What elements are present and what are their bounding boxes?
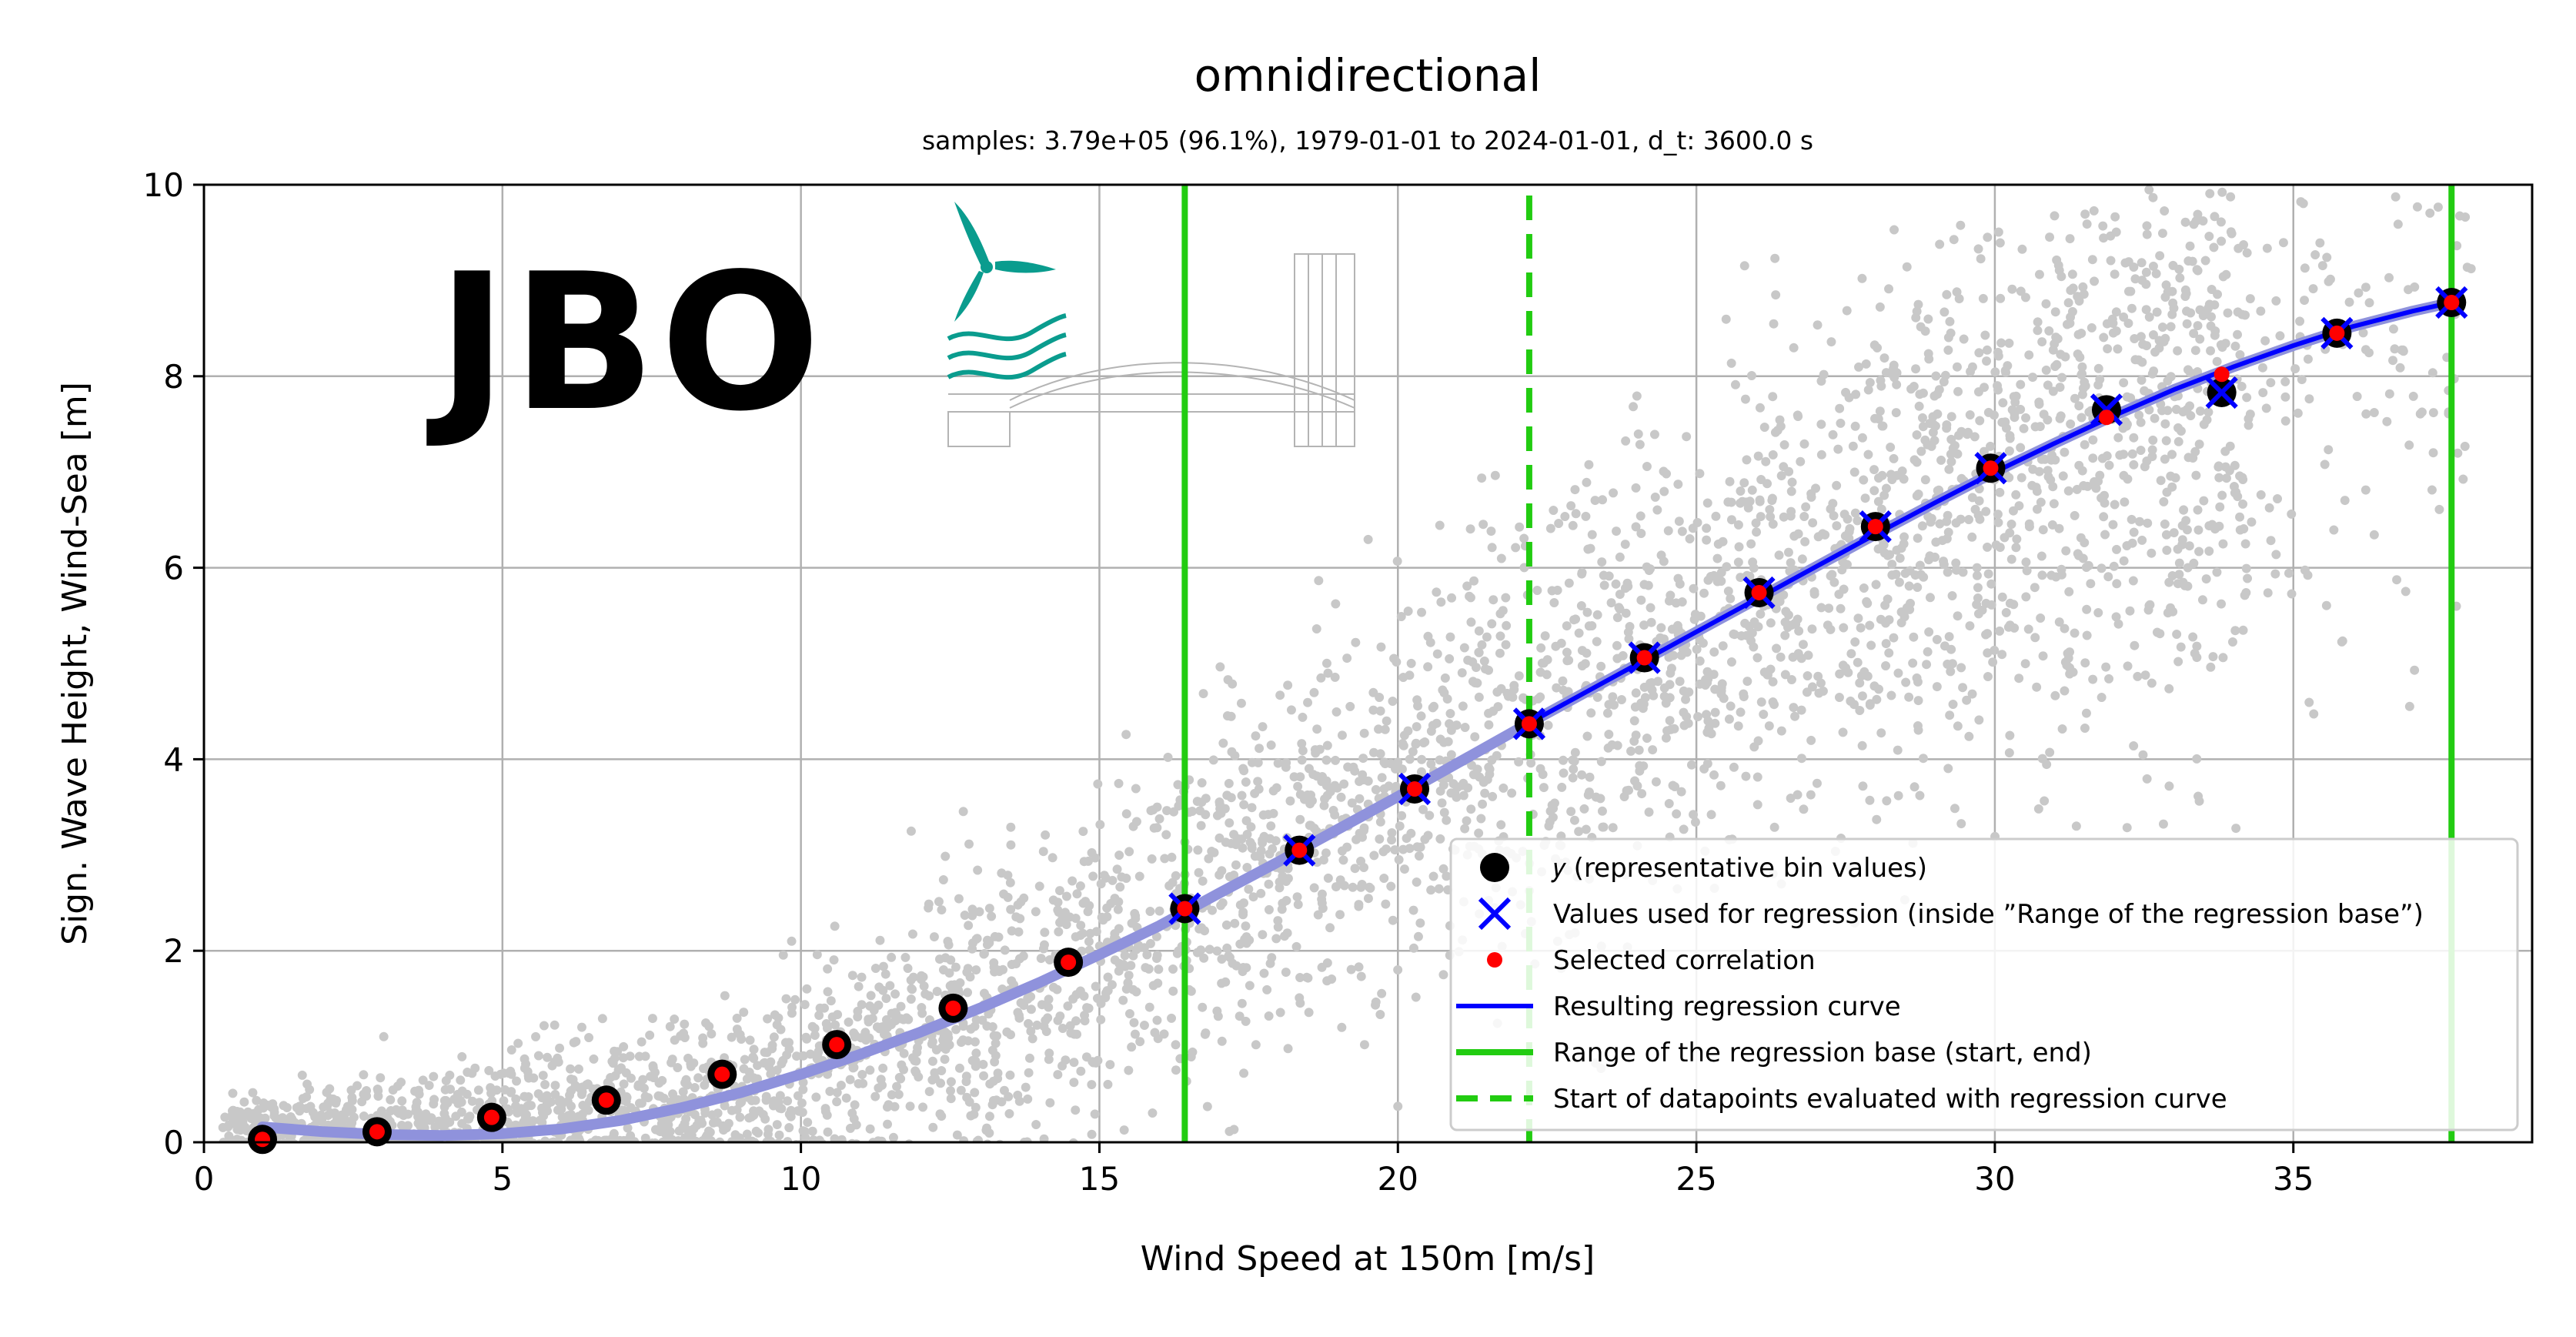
bridge-icon xyxy=(947,253,1355,447)
chart-title: omnidirectional xyxy=(1194,49,1542,102)
selected-correlation-point xyxy=(369,1124,385,1140)
legend-label: Values used for regression (inside ”Rang… xyxy=(1553,899,2424,930)
x-tick-label: 5 xyxy=(492,1160,513,1198)
selected-correlation-point xyxy=(255,1131,271,1148)
legend-label: Start of datapoints evaluated with regre… xyxy=(1553,1084,2227,1115)
regression-value-marker xyxy=(2205,376,2238,409)
selected-correlation-point xyxy=(2444,295,2460,311)
x-axis-ticks: 0 5 10 15 20 25 30 35 xyxy=(194,1142,2314,1198)
x-tick-label: 20 xyxy=(1378,1160,1418,1198)
legend-item: Start of datapoints evaluated with regre… xyxy=(1456,1084,2227,1115)
y-tick-label: 4 xyxy=(163,740,184,778)
legend-item: 𝑦 (representative bin values) xyxy=(1480,853,1927,884)
jbo-logo: JBO xyxy=(426,202,1355,453)
wind-turbine-icon xyxy=(954,202,1056,322)
legend-symbol-x xyxy=(1478,897,1512,931)
y-tick-label: 8 xyxy=(163,358,184,396)
selected-correlation-point xyxy=(1521,716,1537,732)
selected-correlation-point xyxy=(2098,409,2114,426)
bin-markers xyxy=(248,286,2468,1155)
y-tick-label: 6 xyxy=(163,550,184,587)
selected-correlation-point xyxy=(1751,584,1767,600)
selected-correlation-point xyxy=(598,1092,614,1108)
selected-correlation-point xyxy=(829,1037,845,1053)
x-axis-label: Wind Speed at 150m [m/s] xyxy=(1141,1239,1595,1279)
legend-item: Resulting regression curve xyxy=(1456,991,1901,1022)
legend-label: 𝑦 (representative bin values) xyxy=(1551,853,1927,884)
x-tick-label: 15 xyxy=(1079,1160,1120,1198)
x-tick-label: 0 xyxy=(194,1160,215,1198)
legend-item: Values used for regression (inside ”Rang… xyxy=(1478,897,2424,931)
legend-label: Range of the regression base (start, end… xyxy=(1553,1038,2092,1068)
selected-correlation-point xyxy=(1061,954,1077,971)
legend-symbol-circle xyxy=(1480,853,1509,882)
selected-correlation-point xyxy=(1983,460,1999,476)
regression-curve-halo xyxy=(1515,297,2453,734)
selected-correlation-point xyxy=(1867,519,1883,535)
x-tick-label: 30 xyxy=(1974,1160,2015,1198)
y-tick-label: 10 xyxy=(143,166,184,204)
legend-symbol-dot xyxy=(1487,952,1502,968)
selected-correlation-point xyxy=(714,1066,730,1082)
waves-icon xyxy=(947,313,1067,380)
legend: 𝑦 (representative bin values) Values used… xyxy=(1449,837,2519,1131)
selected-correlation-point xyxy=(1636,650,1652,666)
selected-correlation-point xyxy=(483,1109,499,1125)
selected-correlation-point xyxy=(1407,780,1422,797)
legend-box xyxy=(1449,837,2519,1131)
legend-label: Selected correlation xyxy=(1553,945,1816,976)
y-tick-label: 2 xyxy=(163,932,184,970)
y-tick-label: 0 xyxy=(163,1124,184,1162)
selected-correlation-point xyxy=(2329,325,2345,341)
legend-label: Resulting regression curve xyxy=(1553,991,1901,1022)
y-axis-ticks: 0 2 4 6 8 10 xyxy=(143,166,204,1162)
x-tick-label: 35 xyxy=(2273,1160,2314,1198)
y-axis-label: Sign. Wave Height, Wind-Sea [m] xyxy=(55,382,95,945)
scatter-points xyxy=(218,185,2476,1142)
logo-text: JBO xyxy=(426,233,825,453)
regression-curve-line xyxy=(1515,300,2452,732)
legend-item: Range of the regression base (start, end… xyxy=(1456,1038,2092,1068)
scatter-cloud xyxy=(218,185,2476,1142)
selected-correlation-point xyxy=(1177,901,1193,917)
selected-correlation-point xyxy=(1291,842,1308,858)
plot-frame xyxy=(202,183,2534,1144)
chart-subtitle: samples: 3.79e+05 (96.1%), 1979-01-01 to… xyxy=(922,125,1813,155)
selected-correlation-point xyxy=(2213,366,2230,383)
selected-correlation-point xyxy=(945,1000,961,1016)
x-tick-label: 10 xyxy=(780,1160,821,1198)
legend-item: Selected correlation xyxy=(1487,945,1816,976)
x-tick-label: 25 xyxy=(1676,1160,1716,1198)
